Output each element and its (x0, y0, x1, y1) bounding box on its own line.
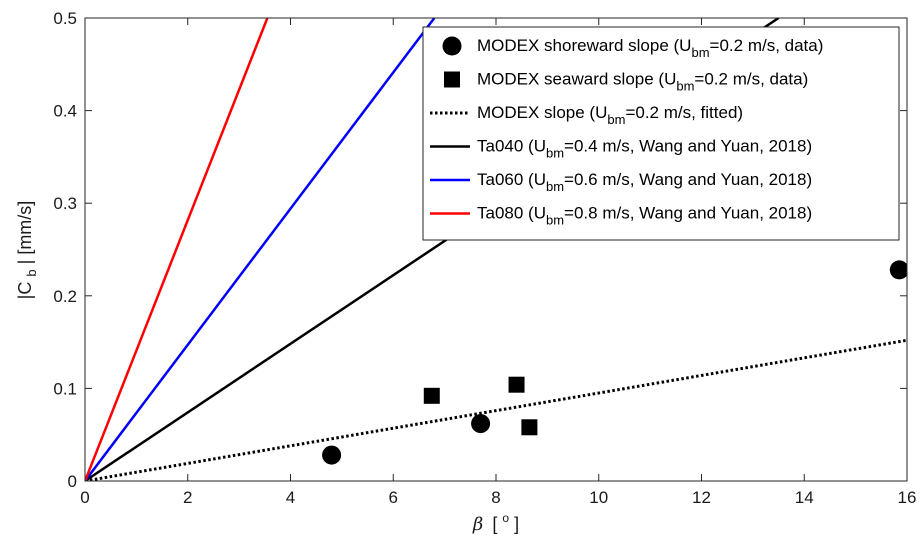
legend-entry-label: Ta040 (Ubm=0.4 m/s, Wang and Yuan, 2018) (477, 137, 812, 161)
legend-marker-square (444, 71, 460, 88)
x-tick-label: 0 (80, 488, 89, 507)
y-tick-label: 0.4 (53, 102, 77, 121)
data-point-square (423, 387, 440, 404)
ticks-layer: 0 2 4 6 8 10 12 14 16 0 0.1 0.2 0.3 0.4 0.5 (53, 9, 916, 507)
x-tick-label: 2 (183, 488, 192, 507)
legend-entry-label: MODEX shoreward slope (Ubm=0.2 m/s, data… (477, 36, 823, 60)
y-tick-label: 0 (68, 472, 77, 491)
x-tick-label: 14 (795, 488, 814, 507)
x-tick-label: 6 (389, 488, 398, 507)
y-axis-label-pre: |C (15, 282, 35, 300)
y-axis-label: |C b | [mm/s] (15, 201, 40, 300)
x-tick-label: 8 (491, 488, 500, 507)
legend-entry-label: Ta060 (Ubm=0.6 m/s, Wang and Yuan, 2018) (477, 170, 812, 194)
x-axis-symbol: β (472, 514, 483, 535)
legend-entry-label: MODEX slope (Ubm=0.2 m/s, fitted) (477, 103, 743, 127)
series-line-ta080 (85, 18, 269, 481)
y-axis-label-sub: b (24, 269, 39, 276)
legend-entry-label: MODEX seaward slope (Ubm=0.2 m/s, data) (477, 70, 808, 94)
data-point-square (508, 376, 525, 393)
x-axis-label: β [ o ] (472, 506, 519, 535)
y-tick-label: 0.5 (53, 9, 77, 28)
x-tick-label: 10 (589, 488, 608, 507)
series-line-modex (85, 338, 907, 481)
legend-marker-circle (442, 36, 462, 56)
x-tick-label: 16 (898, 488, 917, 507)
data-point-square (521, 419, 538, 436)
legend: MODEX shoreward slope (Ubm=0.2 m/s, data… (422, 26, 900, 241)
y-tick-label: 0.3 (53, 194, 77, 213)
x-axis-open: [ (492, 514, 497, 534)
x-axis-unit: o (502, 511, 509, 525)
legend-box (422, 26, 900, 241)
legend-entry-label: Ta080 (Ubm=0.8 m/s, Wang and Yuan, 2018) (477, 204, 812, 228)
y-axis-label-post: | [mm/s] (15, 201, 35, 265)
data-point-circle (471, 414, 491, 434)
data-point-circle (889, 260, 907, 280)
x-axis-close: ] (514, 514, 519, 534)
y-tick-label: 0.2 (53, 287, 77, 306)
series-line-ta060 (85, 18, 436, 481)
y-tick-label: 0.1 (53, 379, 77, 398)
x-tick-label: 4 (286, 488, 295, 507)
x-tick-label: 12 (692, 488, 711, 507)
data-point-circle (322, 445, 342, 465)
